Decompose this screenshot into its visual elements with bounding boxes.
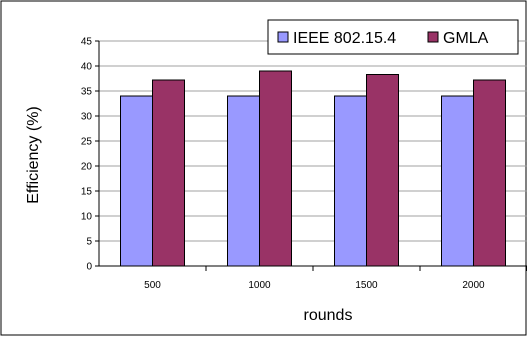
bar-gmla-1000 <box>259 70 292 267</box>
bar-ieee-1500 <box>334 95 367 267</box>
legend-box <box>267 19 519 55</box>
legend-label: IEEE 802.15.4 <box>293 30 396 47</box>
y-tick-label: 0 <box>86 262 92 273</box>
bar-ieee-2000 <box>441 95 474 267</box>
y-tick-label: 5 <box>86 237 92 248</box>
legend-swatch <box>277 31 289 43</box>
tick-labels: 0 5 10 15 20 25 30 35 40 45 500 1000 1500 2000 <box>81 37 485 292</box>
bar-ieee-1000 <box>227 95 260 267</box>
bar-gmla-500 <box>152 79 185 267</box>
x-axis-label: rounds <box>304 307 353 324</box>
y-tick-label: 45 <box>81 37 93 48</box>
x-tick-label: 500 <box>144 280 161 291</box>
x-tick-label: 2000 <box>462 280 485 291</box>
y-tick-label: 10 <box>81 212 93 223</box>
bar-gmla-2000 <box>473 79 506 267</box>
legend-swatch <box>427 31 439 43</box>
y-tick-label: 35 <box>81 87 93 98</box>
y-axis-label: Efficiency (%) <box>25 106 42 204</box>
bar-ieee-500 <box>120 95 153 267</box>
legend: IEEE 802.15.4 GMLA <box>267 19 519 55</box>
y-tick-label: 15 <box>81 187 93 198</box>
x-tick-label: 1000 <box>248 280 271 291</box>
y-tick-label: 25 <box>81 137 93 148</box>
bars <box>120 70 506 267</box>
axes <box>95 40 527 271</box>
y-tick-label: 40 <box>81 62 93 73</box>
x-tick-label: 1500 <box>355 280 378 291</box>
legend-label: GMLA <box>443 30 489 47</box>
bar-gmla-1500 <box>366 74 399 267</box>
y-tick-label: 20 <box>81 162 93 173</box>
y-tick-label: 30 <box>81 112 93 123</box>
